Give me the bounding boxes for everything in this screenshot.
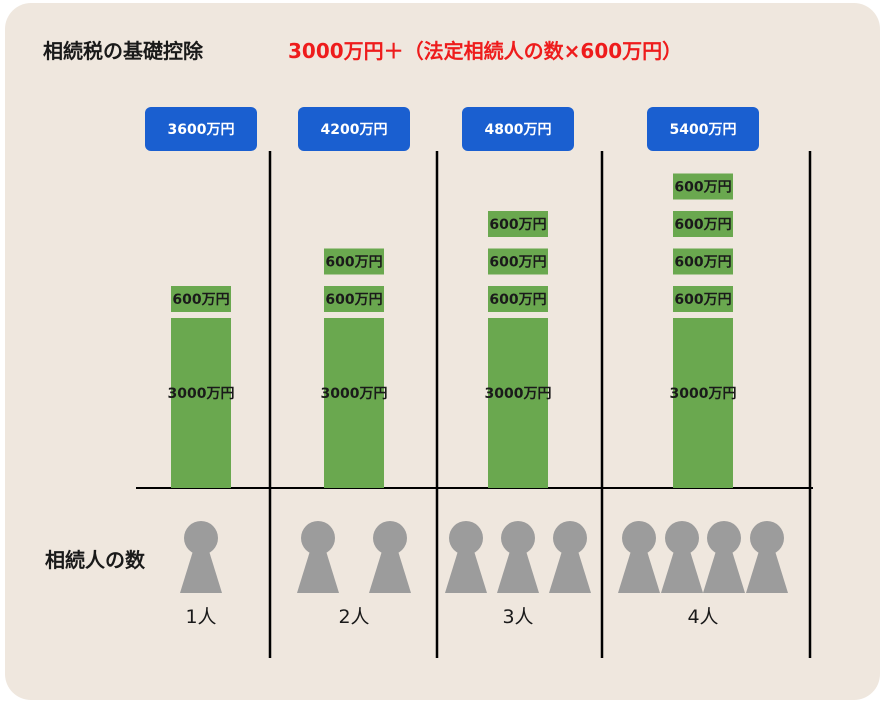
person-icon-3-2 xyxy=(501,521,535,555)
base-bar-label-4: 3000万円 xyxy=(670,386,737,402)
increment-segment-4-1 xyxy=(673,286,733,312)
heirs-count-label: 相続人の数 xyxy=(45,548,145,572)
person-body-icon-4-4 xyxy=(746,551,788,593)
person-icon-3-3 xyxy=(553,521,587,555)
increment-label-1-1: 600万円 xyxy=(172,292,229,308)
category-label-1: 1人 xyxy=(185,606,216,628)
total-box-3 xyxy=(462,107,574,151)
base-bar-2 xyxy=(324,318,384,488)
increment-label-4-1: 600万円 xyxy=(674,292,731,308)
increment-segment-3-1 xyxy=(488,286,548,312)
person-body-icon-1-1 xyxy=(180,551,222,593)
category-label-4: 4人 xyxy=(687,606,718,628)
increment-segment-4-3 xyxy=(673,211,733,237)
page-title: 相続税の基礎控除 xyxy=(43,39,203,63)
base-bar-1 xyxy=(171,318,231,488)
increment-label-4-2: 600万円 xyxy=(674,255,731,271)
increment-label-3-1: 600万円 xyxy=(489,292,546,308)
increment-label-3-3: 600万円 xyxy=(489,217,546,233)
person-icon-2-2 xyxy=(373,521,407,555)
person-icon-4-3 xyxy=(707,521,741,555)
increment-segment-2-1 xyxy=(324,286,384,312)
increment-label-4-4: 600万円 xyxy=(674,180,731,196)
base-bar-label-3: 3000万円 xyxy=(485,386,552,402)
increment-segment-1-1 xyxy=(171,286,231,312)
total-label-3: 4800万円 xyxy=(485,122,552,138)
person-icon-2-1 xyxy=(301,521,335,555)
person-body-icon-4-3 xyxy=(703,551,745,593)
person-icon-3-1 xyxy=(449,521,483,555)
total-label-2: 4200万円 xyxy=(321,122,388,138)
increment-segment-4-4 xyxy=(673,173,733,200)
person-body-icon-2-2 xyxy=(369,551,411,593)
person-body-icon-3-1 xyxy=(445,551,487,593)
person-body-icon-3-2 xyxy=(497,551,539,593)
category-label-3: 3人 xyxy=(502,606,533,628)
base-bar-4 xyxy=(673,318,733,488)
person-icon-4-1 xyxy=(622,521,656,555)
person-body-icon-4-2 xyxy=(661,551,703,593)
base-bar-3 xyxy=(488,318,548,488)
total-box-1 xyxy=(145,107,257,151)
increment-label-3-2: 600万円 xyxy=(489,255,546,271)
formula-text: 3000万円＋（法定相続人の数×600万円） xyxy=(288,39,683,63)
base-bar-label-2: 3000万円 xyxy=(321,386,388,402)
increment-label-2-1: 600万円 xyxy=(325,292,382,308)
increment-label-2-2: 600万円 xyxy=(325,255,382,271)
increment-segment-4-2 xyxy=(673,248,733,275)
person-icon-4-4 xyxy=(750,521,784,555)
increment-label-4-3: 600万円 xyxy=(674,217,731,233)
person-icon-4-2 xyxy=(665,521,699,555)
deduction-chart: 3000万円 600万円 3600万円 1人 3000万円 600万円 600万円 4200万… xyxy=(136,107,813,658)
base-bar-label-1: 3000万円 xyxy=(168,386,235,402)
increment-segment-2-2 xyxy=(324,248,384,275)
person-body-icon-2-1 xyxy=(297,551,339,593)
person-body-icon-4-1 xyxy=(618,551,660,593)
person-icon-1-1 xyxy=(184,521,218,555)
increment-segment-3-3 xyxy=(488,211,548,237)
total-box-4 xyxy=(647,107,759,151)
total-label-4: 5400万円 xyxy=(670,122,737,138)
total-label-1: 3600万円 xyxy=(168,122,235,138)
infographic-card: 相続税の基礎控除 3000万円＋（法定相続人の数×600万円） 相続人の数 30… xyxy=(5,3,880,700)
person-body-icon-3-3 xyxy=(549,551,591,593)
increment-segment-3-2 xyxy=(488,248,548,275)
total-box-2 xyxy=(298,107,410,151)
category-label-2: 2人 xyxy=(338,606,369,628)
